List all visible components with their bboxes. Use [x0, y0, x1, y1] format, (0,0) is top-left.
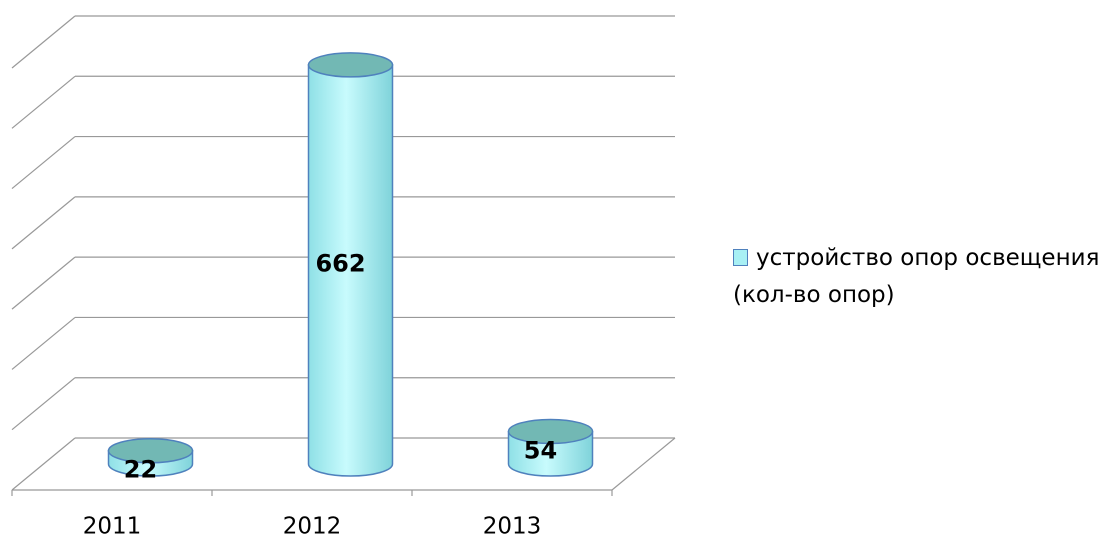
bar-top	[507, 418, 594, 445]
grid-line	[11, 75, 76, 129]
x-tick-label: 2013	[483, 514, 542, 540]
floor-edge	[611, 437, 676, 491]
data-label: 662	[315, 249, 365, 277]
grid-line	[11, 136, 76, 190]
data-label: 22	[124, 456, 157, 484]
grid-line	[11, 196, 76, 250]
legend-swatch	[733, 249, 748, 266]
grid-line	[11, 437, 76, 491]
bar	[307, 64, 394, 477]
x-tick-label: 2012	[283, 514, 342, 540]
bar-top	[307, 52, 394, 78]
grid-line	[11, 316, 76, 370]
grid-line	[11, 256, 76, 310]
data-label: 54	[524, 436, 557, 464]
grid-line	[11, 15, 76, 69]
legend-label: устройство опор освещения (кол-во опор)	[733, 245, 1100, 308]
x-tick-label: 2011	[83, 514, 142, 540]
bar-top	[107, 437, 194, 464]
legend: устройство опор освещения (кол-во опор)	[733, 240, 1103, 314]
grid-line	[11, 377, 76, 431]
